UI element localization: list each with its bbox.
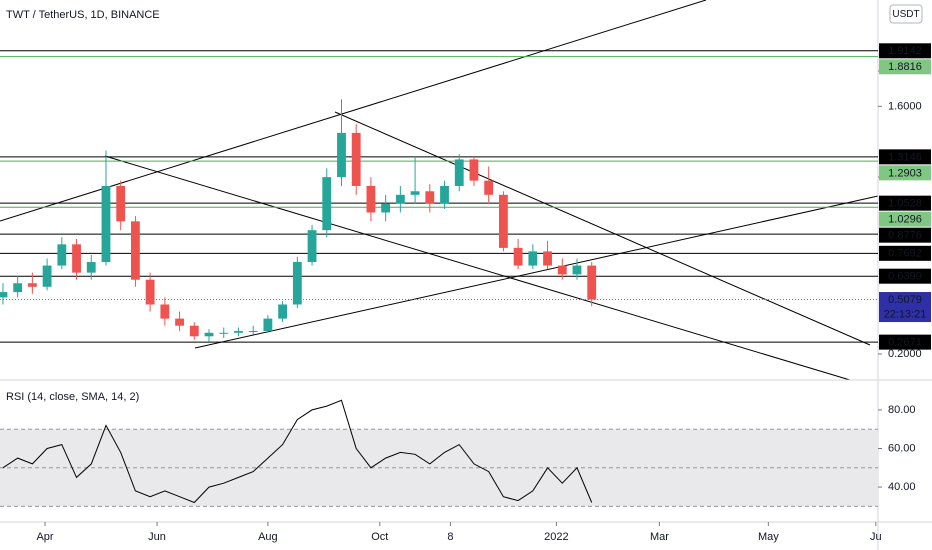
level-flag-label: 0.8776 xyxy=(888,230,922,242)
trendline xyxy=(334,111,871,346)
candle-body xyxy=(322,177,332,231)
candle-body xyxy=(219,332,229,334)
level-flag-label: 1.0528 xyxy=(888,198,922,210)
candle-body xyxy=(13,283,23,293)
rsi-tick-label: 60.00 xyxy=(888,442,916,454)
countdown: 22:13:21 xyxy=(884,308,927,320)
last-price-label: 0.5079 xyxy=(888,294,922,306)
price-pane xyxy=(0,0,879,381)
level-flag xyxy=(879,334,931,350)
candle-body xyxy=(204,332,214,337)
x-tick-label: May xyxy=(758,531,779,543)
level-flag xyxy=(879,165,931,181)
candle-body xyxy=(337,132,346,178)
candle-body xyxy=(175,318,184,326)
chart-title: TWT / TetherUS, 1D, BINANCE xyxy=(6,9,160,21)
candle-body xyxy=(131,221,140,280)
candle-body xyxy=(513,247,523,266)
candle-body xyxy=(498,194,508,248)
candle-body xyxy=(528,251,538,266)
rsi-band xyxy=(0,429,878,507)
level-flag-label: 1.2903 xyxy=(888,167,922,179)
candle-body xyxy=(572,265,582,275)
trendline xyxy=(104,155,851,381)
candle-body xyxy=(469,159,479,181)
candle-body xyxy=(410,191,420,195)
y-tick-label: 1.6000 xyxy=(888,100,922,112)
level-flag xyxy=(879,245,931,261)
level-flag-label: 1.3146 xyxy=(888,151,922,163)
x-tick-label: Ju xyxy=(870,531,882,543)
x-tick-label: Jun xyxy=(148,531,166,543)
level-flag xyxy=(879,195,931,211)
candle-body xyxy=(484,180,494,195)
candle-body xyxy=(351,132,361,186)
candle-body xyxy=(57,244,67,266)
candle-body xyxy=(381,203,391,213)
candle-body xyxy=(160,304,170,319)
x-tick-label: 8 xyxy=(447,531,453,543)
candle-body xyxy=(366,185,376,213)
rsi-line xyxy=(2,399,593,504)
candle-body xyxy=(440,185,449,204)
candle-body xyxy=(263,318,273,332)
candle-body xyxy=(101,185,111,263)
candle-body xyxy=(42,265,52,287)
y-tick-label: 0.2000 xyxy=(888,348,922,360)
trendline xyxy=(194,195,879,349)
candle-body xyxy=(72,244,81,273)
x-tick-label: Oct xyxy=(371,531,388,543)
candle-body xyxy=(278,304,288,319)
level-flag-label: 1.8816 xyxy=(888,61,922,73)
level-flag xyxy=(879,43,931,59)
candle-body xyxy=(454,159,464,186)
level-flag xyxy=(879,211,931,227)
level-flag-label: 1.9142 xyxy=(888,45,922,57)
candle-body xyxy=(116,185,126,222)
level-flag-label: 0.7692 xyxy=(888,248,922,260)
candle-body xyxy=(234,331,243,333)
candle-body xyxy=(0,292,8,298)
level-flag xyxy=(879,149,931,165)
rsi-title: RSI (14, close, SMA, 14, 2) xyxy=(6,391,139,403)
candle-body xyxy=(86,262,96,273)
currency-badge[interactable] xyxy=(889,4,923,24)
candle-body xyxy=(248,331,258,333)
level-flag-label: 1.0296 xyxy=(888,214,922,226)
x-tick-label: Apr xyxy=(36,531,53,543)
candle-body xyxy=(189,325,199,337)
trendline xyxy=(0,0,707,222)
candle-body xyxy=(425,191,435,204)
currency: USDT xyxy=(892,9,919,20)
candle-body xyxy=(292,262,302,305)
x-tick-label: 2022 xyxy=(544,531,568,543)
level-flag xyxy=(879,59,931,75)
candle-body xyxy=(27,283,37,287)
level-flag xyxy=(879,268,931,284)
candle-body xyxy=(587,265,597,300)
x-tick-label: Aug xyxy=(258,531,278,543)
level-flag xyxy=(879,227,931,243)
rsi-tick-label: 40.00 xyxy=(888,481,916,493)
level-flag-label: 0.2671 xyxy=(888,337,922,349)
candle-body xyxy=(557,265,567,275)
candle-body xyxy=(395,194,405,204)
candle-body xyxy=(543,251,552,266)
x-tick-label: Mar xyxy=(650,531,669,543)
candle-body xyxy=(307,230,317,263)
level-flag-label: 0.6399 xyxy=(888,271,922,283)
rsi-tick-label: 80.00 xyxy=(888,404,916,416)
last-price-flag xyxy=(879,292,931,323)
candle-body xyxy=(145,279,155,305)
